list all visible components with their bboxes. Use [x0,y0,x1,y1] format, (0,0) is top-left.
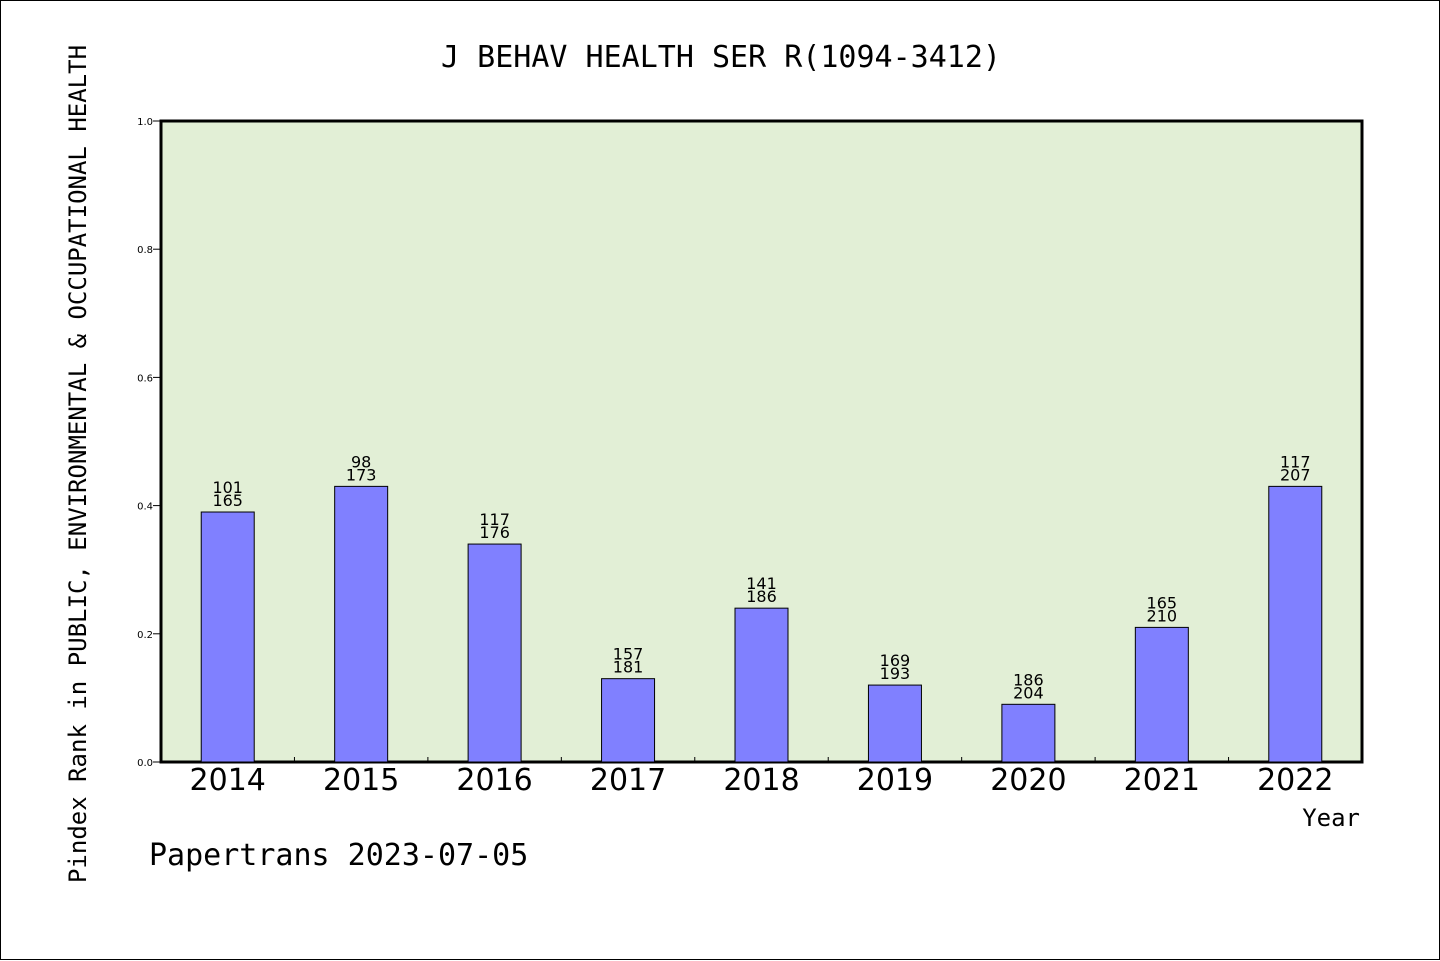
bar-2015 [334,485,389,763]
y-tick-label: 0.2 [137,630,153,641]
total-label-2016: 176 [479,523,510,542]
bar-2022 [1268,485,1323,763]
x-tick-label-2016: 2016 [456,763,532,798]
x-tick-label-2015: 2015 [323,763,399,798]
bar-2020 [1001,703,1056,763]
chart-title: J BEHAV HEALTH SER R(1094-3412) [441,40,1001,75]
x-tick-label-2022: 2022 [1257,763,1333,798]
rank-label-2016: 117 [479,510,510,529]
bar-2019 [867,684,922,763]
bar-2018 [734,607,789,763]
x-axis-ticks [293,757,1230,762]
rank-label-2014: 101 [212,478,243,497]
y-tick-label: 0.8 [137,245,153,256]
x-tick-label-2020: 2020 [990,763,1066,798]
y-tick-label: 1.0 [137,117,153,128]
rank-label-2020: 186 [1013,670,1044,689]
total-label-2018: 186 [746,587,777,606]
y-tick-label: 0.0 [137,758,153,769]
bars [200,485,1323,763]
x-axis-labels: 2014 2015 2016 2017 2018 2019 2020 2021 2022 [190,763,1334,798]
x-tick-label-2014: 2014 [190,763,266,798]
rank-label-2021: 165 [1147,593,1178,612]
y-axis-label: Pindex Rank in PUBLIC, ENVIRONMENTAL & O… [64,45,92,883]
total-label-2021: 210 [1147,606,1178,625]
bar-2017 [601,678,656,763]
total-label-2019: 193 [880,664,911,683]
x-tick-label-2018: 2018 [723,763,799,798]
x-axis-label: Year [1302,804,1360,832]
credit-text: Papertrans 2023-07-05 [149,838,528,873]
rank-label-2022: 117 [1280,452,1311,471]
total-label-2022: 207 [1280,465,1311,484]
bar-2021 [1134,626,1189,763]
y-tick-label: 0.6 [137,373,153,384]
x-tick-label-2021: 2021 [1124,763,1200,798]
x-tick-label-2017: 2017 [590,763,666,798]
bar-2014 [200,511,255,763]
x-tick-label-2019: 2019 [857,763,933,798]
bar-2016 [467,543,522,763]
total-label-2014: 165 [212,491,243,510]
total-label-2015: 173 [346,465,377,484]
total-label-2017: 181 [613,658,644,677]
y-tick-label: 0.4 [137,502,153,513]
rank-label-2015: 98 [351,452,371,471]
y-axis-ticks: 0.0 0.2 0.4 0.6 0.8 1.0 [137,117,161,769]
rank-label-2017: 157 [613,645,644,664]
rank-label-2018: 141 [746,574,777,593]
rank-label-2019: 169 [880,651,911,670]
total-label-2020: 204 [1013,683,1044,702]
